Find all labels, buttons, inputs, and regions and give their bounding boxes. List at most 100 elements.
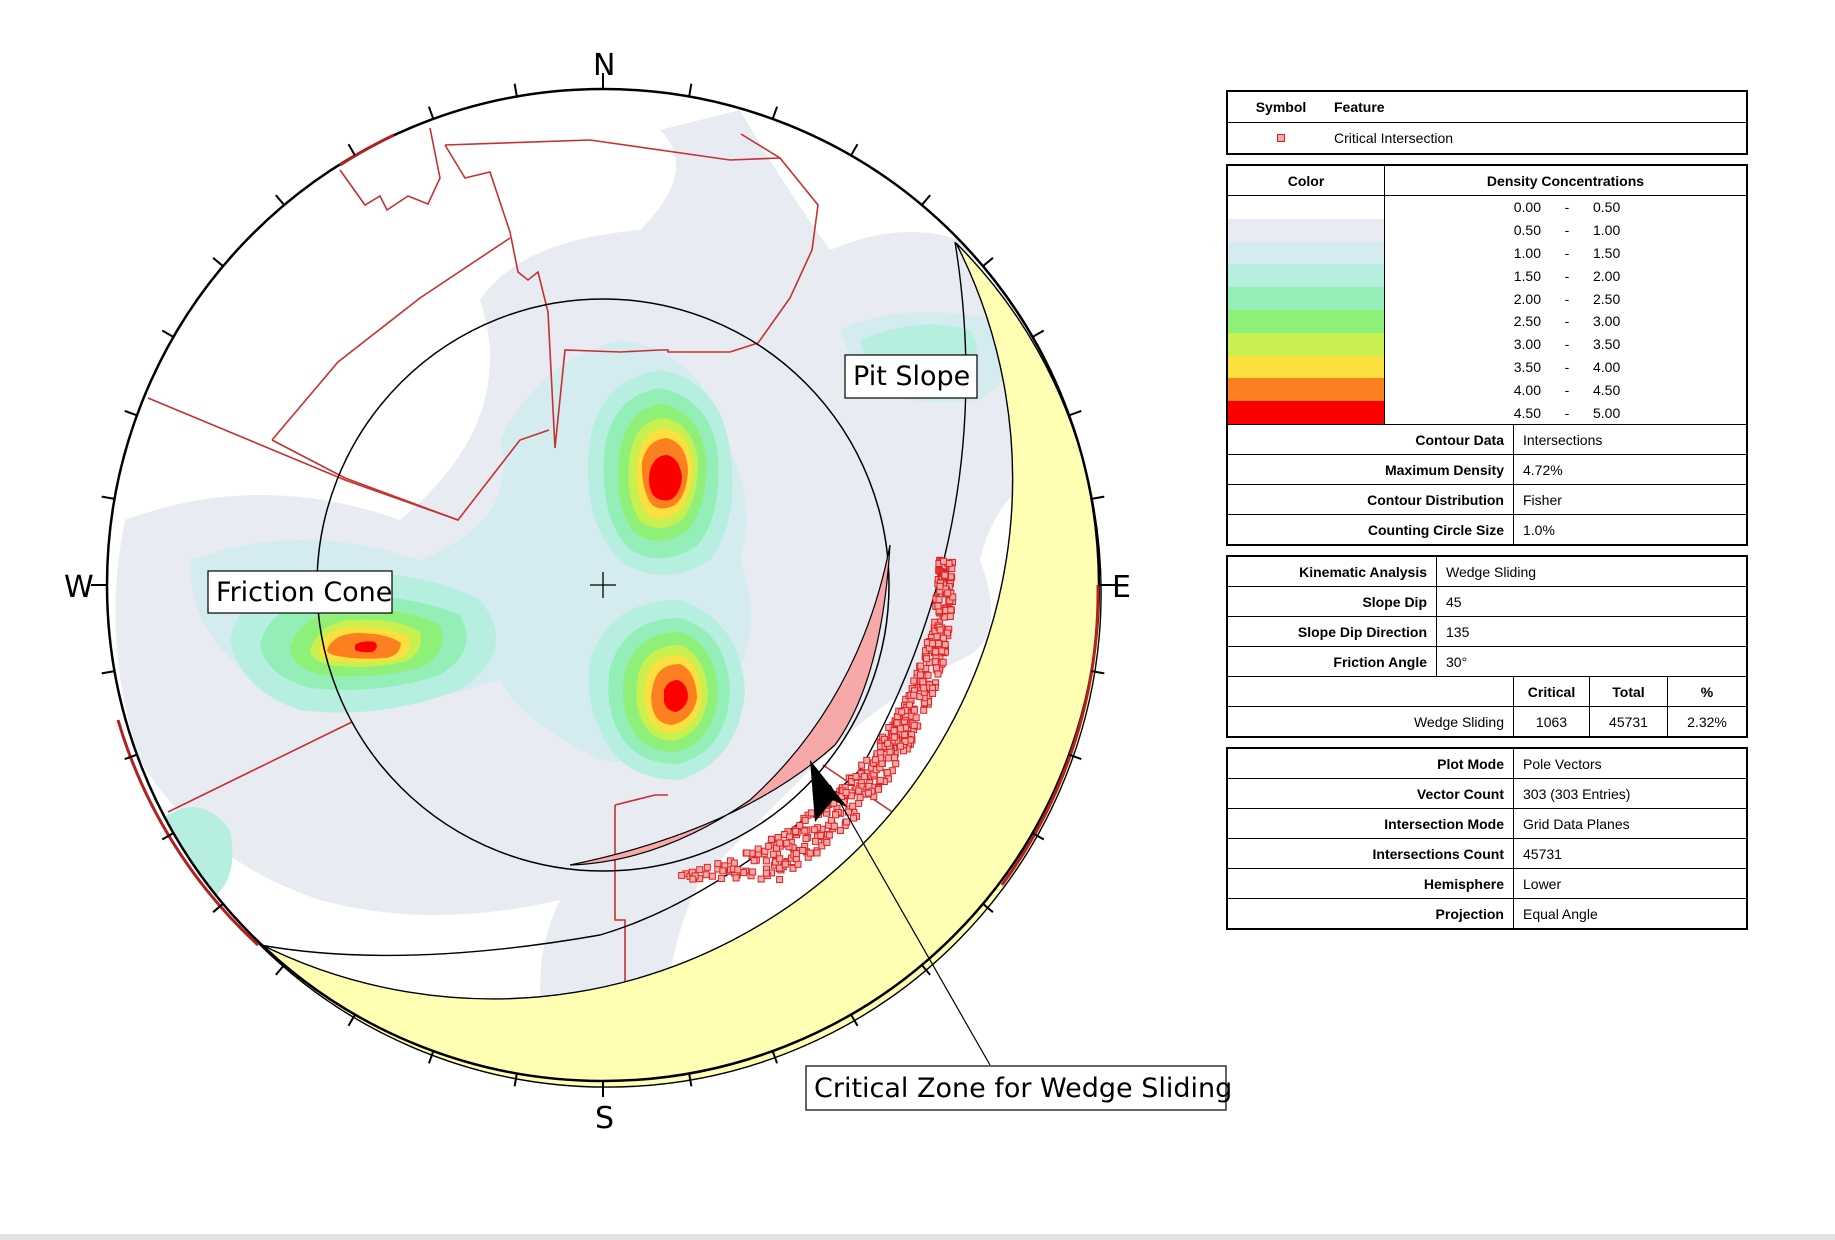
compass-tick <box>688 1073 693 1087</box>
critical-intersection-point <box>934 602 942 610</box>
critical-intersection-point <box>884 739 892 747</box>
density-table: Color Density Concentrations 0.00-0.50 0.… <box>1226 164 1748 546</box>
critical-intersection-point <box>939 658 947 666</box>
density-swatch <box>1228 196 1384 219</box>
critical-intersection-point <box>901 737 909 745</box>
critical-intersection-point <box>767 835 775 843</box>
kinematic-label: Slope Dip Direction <box>1228 616 1437 646</box>
range-high: 5.00 <box>1593 404 1621 421</box>
critical-intersection-point <box>936 582 944 590</box>
range-low: 1.50 <box>1513 267 1541 284</box>
plot-info-label: Intersections Count <box>1228 838 1514 868</box>
plot-info-row: Projection Equal Angle <box>1228 897 1746 928</box>
critical-intersection-point <box>843 818 851 826</box>
density-info-row: Maximum Density 4.72% <box>1228 453 1746 484</box>
compass-tick <box>771 106 779 120</box>
critical-intersection-point <box>714 860 722 868</box>
plot-info-label: Intersection Mode <box>1228 808 1514 838</box>
wedge-critical: 1063 <box>1514 706 1590 736</box>
density-range: 1.00 - 1.50 <box>1385 242 1746 265</box>
contour-band-4.5-west <box>355 641 377 653</box>
compass-tick <box>513 1073 518 1087</box>
critical-intersection-point <box>689 875 697 883</box>
compass-tick <box>101 495 115 500</box>
range-low: 4.50 <box>1513 404 1541 421</box>
density-range: 4.50 - 5.00 <box>1385 401 1746 424</box>
symbol-table: Symbol Feature Critical Intersection <box>1226 90 1748 155</box>
range-high: 4.50 <box>1593 381 1621 398</box>
compass-tick <box>275 194 285 206</box>
compass-tick <box>347 143 356 156</box>
critical-intersection-point <box>789 864 797 872</box>
critical-intersection-point <box>855 787 863 795</box>
plot-table: Plot Mode Pole Vectors Vector Count 303 (30… <box>1226 746 1748 930</box>
density-swatch <box>1228 241 1384 265</box>
critical-intersection-point <box>781 860 789 868</box>
kinematic-value: 135 <box>1446 623 1470 640</box>
range-dash: - <box>1564 381 1570 398</box>
compass-tick <box>124 409 138 417</box>
kinematic-value: 45 <box>1446 593 1462 610</box>
critical-intersection-point <box>949 593 957 601</box>
critical-intersection-point <box>946 612 954 620</box>
critical-intersection-point <box>836 827 844 835</box>
critical-intersection-point <box>892 760 900 768</box>
critical-intersection-point <box>947 606 955 614</box>
critical-intersection-point <box>852 773 860 781</box>
compass-tick <box>347 1014 356 1027</box>
critical-intersection-point <box>901 731 909 739</box>
critical-intersection-point <box>792 849 800 857</box>
critical-intersection-point <box>934 670 942 678</box>
compass-tick <box>1068 753 1082 761</box>
critical-intersection-point <box>920 684 928 692</box>
contour-band-4.5-north <box>649 455 682 501</box>
critical-intersection-point <box>935 596 943 604</box>
compass-south: S <box>595 1101 614 1136</box>
range-high: 1.00 <box>1593 222 1621 239</box>
critical-intersection-point <box>891 754 899 762</box>
critical-intersection-point <box>920 706 928 714</box>
compass-tick <box>1068 409 1082 417</box>
range-high: 4.00 <box>1593 358 1621 375</box>
range-dash: - <box>1564 199 1570 216</box>
density-info-value: Intersections <box>1523 431 1603 448</box>
critical-intersection-point <box>703 863 711 871</box>
critical-intersection-points <box>678 556 957 884</box>
symbol-table-header: Symbol Feature <box>1228 92 1746 122</box>
plot-info-row: Plot Mode Pole Vectors <box>1228 748 1746 778</box>
critical-intersection-point <box>717 875 725 883</box>
critical-intersection-point <box>796 822 804 830</box>
critical-intersection-point <box>923 655 931 663</box>
critical-intersection-point <box>929 689 937 697</box>
bottom-scrollbar[interactable] <box>0 1234 1835 1240</box>
density-swatch <box>1228 264 1384 288</box>
callout-pit-slope: Pit Slope <box>844 354 978 399</box>
critical-intersection-point <box>856 793 864 801</box>
critical-intersection-point <box>776 876 784 884</box>
compass-tick <box>850 1014 859 1027</box>
critical-intersection-point <box>761 847 769 855</box>
compass-tick <box>513 83 518 97</box>
critical-intersection-point <box>855 799 863 807</box>
critical-intersection-point <box>823 838 831 846</box>
density-info-value: Fisher <box>1523 491 1562 508</box>
compass-tick <box>850 143 859 156</box>
density-info-row: Contour Distribution Fisher <box>1228 483 1746 514</box>
plot-info-value: 303 (303 Entries) <box>1523 785 1631 802</box>
density-info-row: Contour Data Intersections <box>1228 423 1746 454</box>
kinematic-row: Slope Dip 45 <box>1228 585 1746 616</box>
range-low: 0.00 <box>1513 199 1541 216</box>
compass-tick <box>1032 329 1045 338</box>
critical-intersection-point <box>813 849 821 857</box>
range-low: 3.50 <box>1513 358 1541 375</box>
critical-intersection-point <box>884 754 892 762</box>
density-swatch <box>1228 332 1384 356</box>
plot-info-value: Lower <box>1523 875 1562 892</box>
critical-intersection-point <box>740 869 748 877</box>
critical-intersection-point <box>799 846 807 854</box>
density-swatch <box>1228 218 1384 242</box>
critical-intersection-point <box>871 756 879 764</box>
stereonet-plot: N S E W Pit Slope Friction Cone Critical… <box>64 48 1230 1136</box>
center-cross-icon <box>590 572 616 598</box>
critical-intersection-point <box>896 742 904 750</box>
